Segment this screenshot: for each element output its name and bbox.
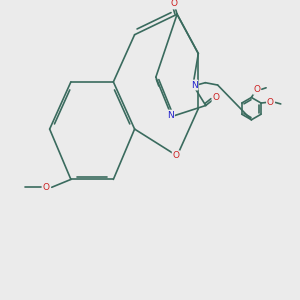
Text: O: O (253, 85, 260, 94)
Text: N: N (167, 110, 174, 119)
Text: O: O (43, 183, 50, 192)
Text: O: O (212, 93, 220, 102)
Text: O: O (267, 98, 274, 107)
Text: O: O (173, 151, 180, 160)
Text: O: O (171, 0, 178, 8)
Text: N: N (191, 80, 198, 89)
